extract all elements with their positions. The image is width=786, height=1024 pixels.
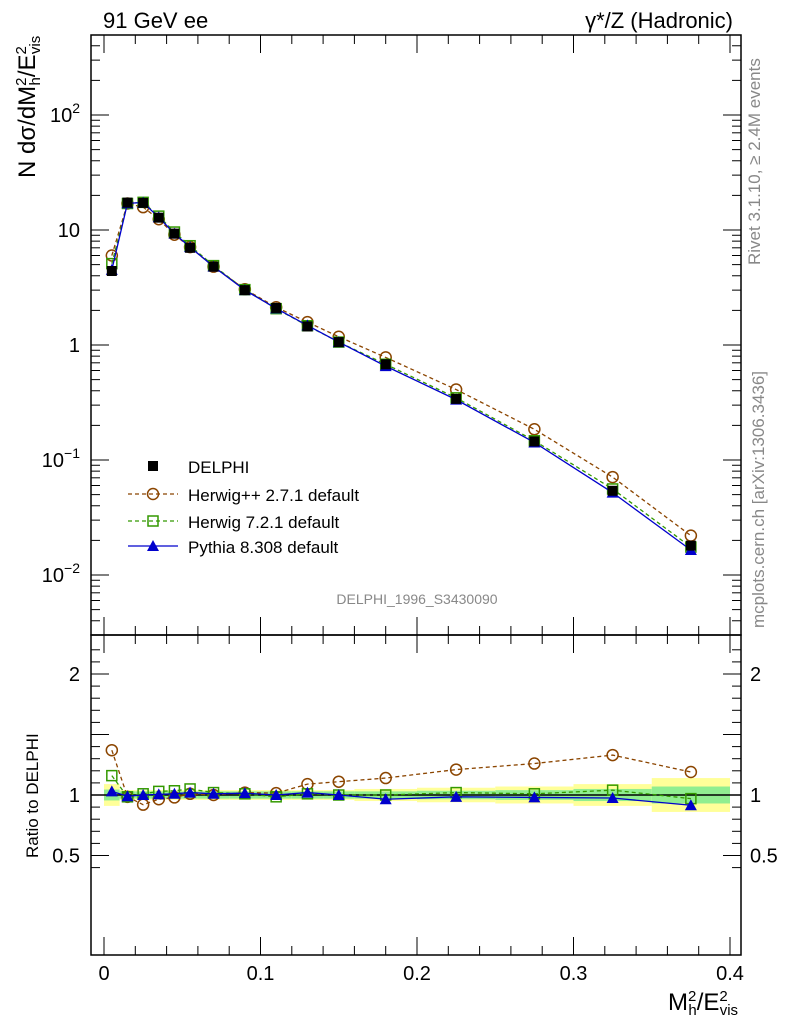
legend-label: DELPHI: [188, 458, 249, 477]
ratio-data-point: [379, 793, 392, 805]
main-data-point: [239, 285, 250, 296]
ratio-data-point: [301, 786, 314, 798]
legend-marker: [147, 540, 159, 551]
main-data-point: [105, 249, 119, 262]
ratio-series-line: [111, 750, 692, 806]
ratio-data-point: [379, 771, 392, 785]
ratio-data-point: [105, 785, 118, 797]
y-tick-label: 1: [69, 335, 80, 357]
x-tick-label: 0.3: [560, 963, 588, 985]
x-tick-label: 0.2: [403, 963, 431, 985]
main-series-line: [111, 201, 692, 551]
ratio-y-tick-label-right: 1: [750, 785, 761, 807]
main-data-point: [153, 212, 164, 223]
ratio-series-line: [111, 775, 691, 800]
ratio-y-tick-label: 2: [69, 664, 80, 686]
main-data-point: [333, 337, 344, 348]
ratio-data-point: [684, 765, 698, 779]
main-ylabel: N dσ/dM2h/E2vis: [13, 36, 44, 178]
ratio-data-point: [152, 788, 165, 800]
main-data-point: [208, 261, 219, 272]
main-series-line: [111, 202, 692, 537]
ratio-data-point: [528, 757, 541, 770]
ratio-series-line: [111, 790, 691, 806]
ratio-data-point: [270, 789, 283, 800]
main-data-point: [528, 423, 541, 436]
plot-header-right: γ*/Z (Hadronic): [585, 8, 733, 33]
legend-marker: [148, 461, 158, 471]
legend-label: Herwig 7.2.1 default: [188, 513, 339, 532]
main-data-point: [122, 197, 133, 208]
y-tick-label: 10−2: [42, 560, 80, 587]
main-data-point: [106, 266, 117, 277]
rivet-info: Rivet 3.1.10, ≥ 2.4M events: [745, 58, 764, 265]
ratio-data-point: [105, 743, 119, 757]
ratio-y-tick-label-right: 0.5: [750, 846, 778, 868]
main-data-point: [138, 197, 149, 208]
legend-label: Pythia 8.308 default: [188, 538, 339, 557]
ratio-data-point: [449, 763, 463, 776]
main-data-point: [684, 529, 698, 542]
main-data-point: [169, 228, 180, 239]
ratio-data-point: [332, 789, 345, 800]
ratio-data-point: [528, 791, 541, 803]
main-data-point: [451, 393, 462, 404]
main-data-point: [607, 485, 618, 496]
ratio-data-point: [168, 787, 181, 799]
ratio-data-point: [207, 787, 220, 799]
main-data-point: [685, 540, 696, 551]
x-tick-label: 0: [98, 963, 109, 985]
y-tick-label: 10: [58, 220, 80, 242]
ratio-data-point: [332, 775, 345, 788]
ratio-y-tick-label-right: 2: [750, 664, 761, 686]
main-data-point: [185, 242, 196, 253]
legend-marker: [147, 515, 159, 527]
main-panel: 10−2 10−1 1 10 102: [42, 34, 742, 636]
plot-header-left: 91 GeV ee: [103, 8, 208, 33]
mcplots-info: mcplots.cern.ch [arXiv:1306.3436]: [749, 371, 768, 628]
y-tick-label: 102: [50, 100, 80, 127]
ratio-data-point: [684, 799, 697, 811]
ratio-data-point: [450, 790, 463, 802]
ratio-data-point: [606, 748, 619, 762]
legend-marker: [146, 487, 160, 501]
ratio-data-point: [106, 769, 118, 782]
main-data-point: [529, 436, 540, 447]
legend: DELPHI Herwig++ 2.7.1 default Herwig 7.2.1…: [128, 458, 359, 557]
ratio-data-point: [184, 786, 197, 798]
legend-label: Herwig++ 2.7.1 default: [188, 486, 359, 505]
ratio-data-point: [137, 789, 150, 800]
ratio-data-point: [121, 790, 134, 802]
ratio-data-point: [238, 787, 251, 799]
main-data-point: [302, 321, 313, 332]
x-tick-label: 0.1: [247, 963, 275, 985]
ratio-data-point: [606, 792, 619, 804]
main-data-point: [271, 302, 282, 313]
main-data-point: [380, 359, 391, 370]
ratio-panel: 0 0.1 0.2 0.3 0.4 0.5 0.5 1 1 2 2: [52, 634, 778, 985]
y-tick-label: 10−1: [42, 445, 80, 472]
ratio-ylabel: Ratio to DELPHI: [23, 733, 42, 858]
ratio-y-tick-label: 0.5: [52, 846, 80, 868]
x-tick-label: 0.4: [716, 963, 744, 985]
analysis-watermark: DELPHI_1996_S3430090: [336, 591, 497, 607]
ratio-xlabel: M2 h/E2 vis: [668, 988, 738, 1019]
ratio-y-tick-label: 1: [69, 785, 80, 807]
main-data-point: [606, 470, 619, 484]
